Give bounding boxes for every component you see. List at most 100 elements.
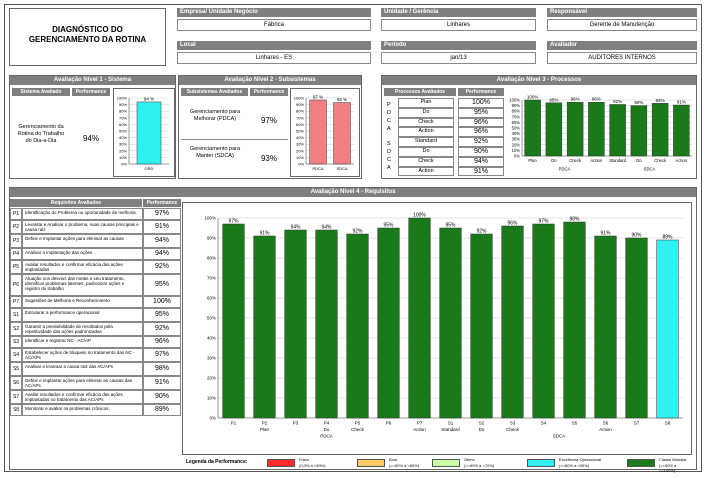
chart-bar: [470, 233, 493, 419]
page-frame: [4, 4, 702, 472]
nivel3-row-name: Check: [398, 156, 454, 167]
nivel2-divider: [181, 139, 288, 140]
x-tick-label: Plan: [528, 158, 537, 163]
chart-bar: [136, 101, 162, 165]
nivel2-col2: Performance: [250, 88, 288, 96]
nivel4-row-text: Sugestões de Melhoria e Reconhecimento: [22, 296, 143, 308]
legend-item-name: Bom: [389, 457, 398, 462]
nivel2-row1-perf: 97%: [260, 116, 277, 125]
x-sub-label: Do: [479, 427, 485, 432]
bar-value-label: 91%: [600, 231, 611, 237]
bar-value-label: 96%: [571, 97, 580, 102]
nivel4-row-text: Garantir a previsibilidade de resultados…: [22, 322, 143, 336]
nivel4-row-text: Identificação do Problema ou oportunidad…: [22, 208, 143, 220]
x-tick-label: Check: [654, 158, 667, 163]
nivel4-row-perf: 98%: [143, 362, 181, 376]
nivel3-sdca-letter: C: [387, 157, 391, 164]
axis-tick-label: 80%: [512, 109, 521, 114]
nivel4-row-code: S5: [10, 362, 22, 376]
legend-swatch: [527, 459, 555, 467]
axis-tick-label: 10%: [207, 396, 216, 401]
nivel3-pdca-letter: A: [387, 126, 391, 132]
nivel3-row-perf: 92%: [458, 137, 504, 147]
legend-item-range: (>=60% a <70%): [464, 463, 495, 468]
nivel2-title: Avaliação Nível 2 - Subsistemas: [179, 76, 361, 85]
chart-bar: [439, 227, 462, 419]
nivel4-row-code: P4: [10, 248, 22, 260]
field-local-value: Linhares - ES: [177, 52, 371, 64]
x-tick-label: S6: [603, 421, 609, 426]
nivel3-panel: Avaliação Nível 3 - Processos Processos …: [381, 75, 697, 179]
chart-bar: [656, 239, 679, 419]
x-tick-label: P6: [386, 421, 392, 426]
nivel4-row-perf: 96%: [143, 336, 181, 348]
nivel4-row-code: P7: [10, 296, 22, 308]
nivel3-pdca-letter: D: [387, 110, 391, 116]
x-sub-label: Standard: [441, 427, 460, 432]
bar-value-label: 92%: [476, 229, 487, 235]
nivel3-col1: Processos Avaliados: [384, 88, 456, 96]
nivel4-row-text: Definir e Implantar ações para eliminar …: [22, 234, 143, 248]
nivel1-col2: Performance: [72, 88, 110, 96]
chart-bar: [651, 103, 669, 157]
nivel4-row-code: S4: [10, 348, 22, 362]
legend-swatch: [357, 459, 385, 467]
x-tick-label: Action: [591, 158, 603, 163]
nivel4-row-perf: 89%: [143, 404, 181, 416]
bar-value-label: 97%: [228, 219, 239, 225]
nivel4-row-perf: 94%: [143, 234, 181, 248]
nivel4-row-code: S2: [10, 322, 22, 336]
x-tick-label: S4: [541, 421, 547, 426]
axis-tick-label: 10%: [512, 148, 521, 153]
bar-value-label: 94%: [656, 98, 665, 103]
x-tick-label: S8: [665, 421, 671, 426]
x-tick-label: PDCA: [312, 166, 323, 171]
nivel4-row-code: P3: [10, 234, 22, 248]
axis-tick-label: 40%: [296, 135, 304, 140]
axis-tick-label: 60%: [512, 120, 521, 125]
axis-tick-label: 10%: [119, 155, 127, 160]
nivel4-col1: Requisitos Avaliados: [10, 199, 142, 207]
axis-tick-label: 100%: [204, 216, 216, 221]
nivel2-row2-name: Gerenciamento para Manter (SDCA): [189, 146, 241, 159]
page-title: DIAGNÓSTICO DO GERENCIAMENTO DA ROTINA: [28, 25, 147, 44]
nivel1-sistema: Gerenciamento da Rotina do Trabalho do D…: [17, 124, 65, 144]
chart-bar: [673, 104, 690, 157]
bar-value-label: 94 %: [144, 96, 154, 101]
x-tick-label: Check: [569, 158, 582, 163]
group-label: PDCA: [559, 166, 571, 171]
field-empresa-value: Fábrica: [177, 19, 371, 31]
axis-tick-label: 30%: [207, 356, 216, 361]
x-tick-label: P5: [355, 421, 361, 426]
nivel3-col2: Performance: [458, 88, 504, 96]
axis-tick-label: 20%: [119, 148, 127, 153]
axis-tick-label: 70%: [512, 114, 521, 119]
chart-bar: [625, 237, 648, 419]
nivel1-col1: Sistema Avaliado: [12, 88, 70, 96]
group-label: SDCA: [553, 434, 566, 439]
nivel1-chart-box: [113, 88, 175, 177]
axis-tick-label: 20%: [512, 142, 521, 147]
axis-tick-label: 0%: [298, 162, 304, 167]
nivel3-row-name: Plan: [398, 98, 454, 108]
axis-tick-label: 90%: [207, 236, 216, 241]
bar-value-label: 97 %: [313, 94, 323, 99]
nivel4-row-code: P5: [10, 260, 22, 274]
nivel4-row-text: Estruturar a performance operacional: [22, 308, 143, 322]
field-local-label: Local: [177, 41, 371, 50]
legend-item-name: Ótimo: [464, 457, 475, 462]
axis-tick-label: 80%: [207, 256, 216, 261]
x-tick-label: SDCA: [336, 166, 347, 171]
x-tick-label: GRD: [145, 166, 154, 171]
x-tick-label: S7: [634, 421, 640, 426]
nivel4-row-code: P2: [10, 220, 22, 234]
nivel3-row-perf: 96%: [458, 117, 504, 128]
bar-value-label: 95%: [445, 223, 456, 229]
legend-item-range: (0,0% a <50%): [299, 463, 326, 468]
nivel4-row-code: S7: [10, 390, 22, 404]
chart-bar: [408, 217, 431, 419]
bar-value-label: 92%: [352, 229, 363, 235]
field-periodo-value: jan/13: [381, 52, 536, 64]
legend-swatch: [432, 459, 460, 467]
nivel4-panel: Avaliação Nível 4 - Requisitos Requisito…: [9, 187, 697, 473]
